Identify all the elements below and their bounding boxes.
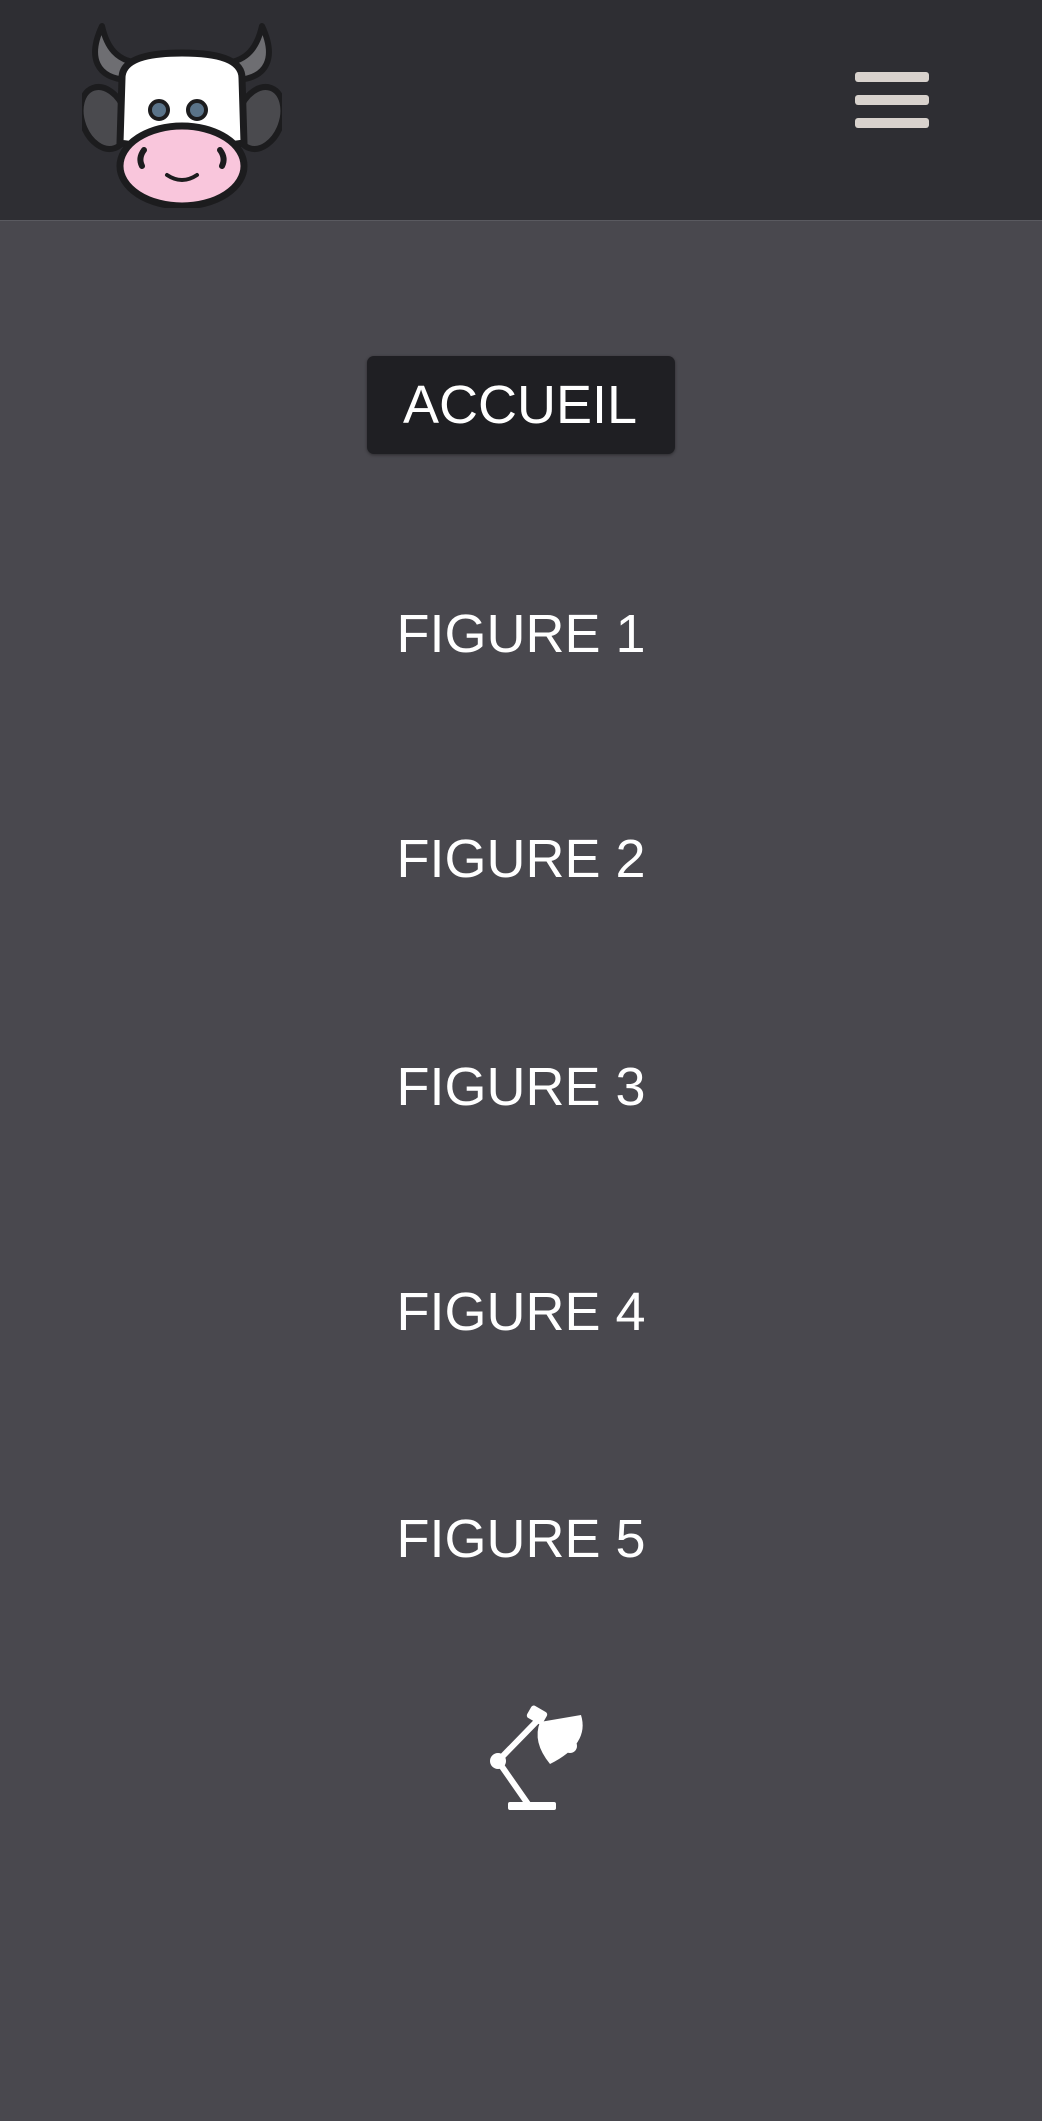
cow-logo-icon[interactable] xyxy=(77,18,287,210)
nav-link-figure-3[interactable]: FIGURE 3 xyxy=(396,1057,646,1117)
nav-link-figure-4[interactable]: FIGURE 4 xyxy=(396,1282,646,1342)
desk-lamp-icon[interactable] xyxy=(488,1702,592,1812)
nav-item-figure-5: FIGURE 5 xyxy=(0,1512,1042,1566)
top-header xyxy=(0,0,1042,221)
menu-bar xyxy=(855,118,929,128)
nav-link-figure-1[interactable]: FIGURE 1 xyxy=(396,604,646,664)
menu-bar xyxy=(855,72,929,82)
nav-link-accueil[interactable]: ACCUEIL xyxy=(366,356,676,454)
nav-item-accueil: ACCUEIL xyxy=(0,356,1042,454)
hamburger-menu-icon[interactable] xyxy=(855,72,931,142)
nav-item-figure-3: FIGURE 3 xyxy=(0,1060,1042,1114)
nav-link-figure-5[interactable]: FIGURE 5 xyxy=(396,1509,646,1569)
nav-item-figure-1: FIGURE 1 xyxy=(0,607,1042,661)
nav-item-figure-4: FIGURE 4 xyxy=(0,1285,1042,1339)
menu-bar xyxy=(855,95,929,105)
nav-link-figure-2[interactable]: FIGURE 2 xyxy=(396,829,646,889)
nav-item-figure-2: FIGURE 2 xyxy=(0,832,1042,886)
